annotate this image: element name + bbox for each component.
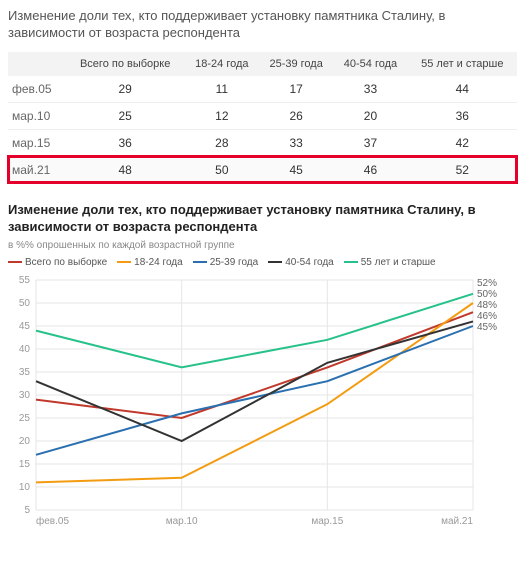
table-cell: 36 [66, 129, 185, 156]
table-cell: 28 [185, 129, 259, 156]
legend-swatch [344, 261, 358, 263]
table-row-label: фев.05 [8, 76, 66, 103]
table-cell: 11 [185, 76, 259, 103]
legend-swatch [193, 261, 207, 263]
legend-item: 18-24 года [117, 257, 183, 268]
y-tick-label: 25 [19, 413, 31, 424]
y-tick-label: 10 [19, 482, 31, 493]
y-tick-label: 15 [19, 459, 31, 470]
table-cell: 29 [66, 76, 185, 103]
table-cell: 33 [259, 129, 333, 156]
legend-swatch [8, 261, 22, 263]
table-row: мар.153628333742 [8, 129, 517, 156]
x-tick-label: май.21 [441, 516, 473, 527]
table-row-label: мар.15 [8, 129, 66, 156]
legend-item: Всего по выборке [8, 257, 107, 268]
series-end-label: 46% [477, 311, 497, 322]
table-cell: 42 [408, 129, 517, 156]
table-cell: 26 [259, 102, 333, 129]
legend-label: 40-54 года [285, 257, 334, 268]
table-cell: 48 [66, 156, 185, 183]
table-header-cell [8, 52, 66, 76]
chart-subtitle: в %% опрошенных по каждой возрастной гру… [8, 240, 517, 251]
table-cell: 37 [333, 129, 407, 156]
chart-legend: Всего по выборке 18-24 года 25-39 года 40-5… [8, 257, 517, 268]
table-row-label: май.21 [8, 156, 66, 183]
chart-block: Изменение доли тех, кто поддерживает уст… [8, 202, 517, 532]
table-row: фев.052911173344 [8, 76, 517, 103]
table-header-cell: Всего по выборке [66, 52, 185, 76]
table-cell: 36 [408, 102, 517, 129]
table-cell: 46 [333, 156, 407, 183]
table-header-cell: 25-39 года [259, 52, 333, 76]
table-cell: 20 [333, 102, 407, 129]
data-table: Всего по выборке18-24 года25-39 года40-5… [8, 52, 517, 184]
table-cell: 44 [408, 76, 517, 103]
legend-swatch [268, 261, 282, 263]
y-tick-label: 5 [24, 505, 30, 516]
x-tick-label: мар.15 [311, 516, 343, 527]
legend-swatch [117, 261, 131, 263]
table-cell: 33 [333, 76, 407, 103]
series-end-label: 45% [477, 322, 497, 333]
y-tick-label: 35 [19, 367, 31, 378]
table-cell: 25 [66, 102, 185, 129]
chart-title: Изменение доли тех, кто поддерживает уст… [8, 202, 517, 236]
legend-label: Всего по выборке [25, 257, 107, 268]
series-line [36, 321, 473, 441]
table-cell: 45 [259, 156, 333, 183]
table-header-cell: 55 лет и старше [408, 52, 517, 76]
legend-item: 25-39 года [193, 257, 259, 268]
y-tick-label: 55 [19, 275, 31, 286]
series-end-label: 50% [477, 289, 497, 300]
series-end-label: 52% [477, 278, 497, 289]
y-tick-label: 20 [19, 436, 31, 447]
y-tick-label: 30 [19, 390, 31, 401]
series-line [36, 326, 473, 455]
legend-label: 18-24 года [134, 257, 183, 268]
table-cell: 17 [259, 76, 333, 103]
table-row-label: мар.10 [8, 102, 66, 129]
y-tick-label: 50 [19, 298, 31, 309]
table-header-cell: 18-24 года [185, 52, 259, 76]
series-end-label: 48% [477, 300, 497, 311]
y-tick-label: 45 [19, 321, 31, 332]
series-line [36, 293, 473, 367]
x-tick-label: фев.05 [36, 515, 69, 527]
line-chart: 5 10 15 20 25 30 35 40 45 50 55 фев.05 мар.10 мар.15 м… [8, 272, 513, 532]
table-header-cell: 40-54 года [333, 52, 407, 76]
legend-item: 40-54 года [268, 257, 334, 268]
table-row: май.214850454652 [8, 156, 517, 183]
table-cell: 12 [185, 102, 259, 129]
legend-label: 55 лет и старше [361, 257, 436, 268]
table-row: мар.102512262036 [8, 102, 517, 129]
legend-label: 25-39 года [210, 257, 259, 268]
table-cell: 52 [408, 156, 517, 183]
table-cell: 50 [185, 156, 259, 183]
x-tick-label: мар.10 [166, 516, 198, 527]
y-tick-label: 40 [19, 344, 31, 355]
legend-item: 55 лет и старше [344, 257, 436, 268]
page-title: Изменение доли тех, кто поддерживает уст… [8, 8, 517, 42]
